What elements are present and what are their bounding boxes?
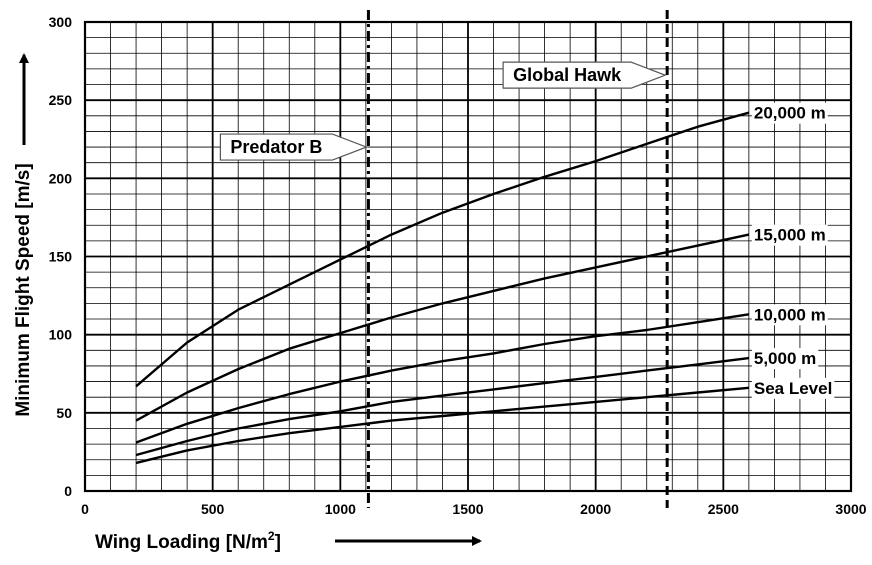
series-label-bg xyxy=(751,348,819,370)
reference-line-label: Predator B xyxy=(230,137,322,157)
series-line xyxy=(135,386,750,465)
series-label-bg xyxy=(751,102,828,124)
x-tick-label: 3000 xyxy=(835,501,866,517)
series-line xyxy=(135,233,750,422)
tick-labels: 0 500 1000 1500 2000 2500 3000 0 50 100 150 200 250 3… xyxy=(49,14,867,517)
series-label-bg xyxy=(751,304,828,326)
series-label: 20,000 m xyxy=(754,104,826,123)
y-tick-label: 200 xyxy=(49,170,73,186)
series-label: 15,000 m xyxy=(754,226,826,245)
y-tick-label: 100 xyxy=(49,327,73,343)
y-tick-label: 250 xyxy=(49,92,73,108)
x-tick-label: 2000 xyxy=(580,501,611,517)
series-line xyxy=(135,111,750,388)
x-tick-label: 1500 xyxy=(452,501,483,517)
series-label-bg xyxy=(751,377,835,399)
y-tick-label: 0 xyxy=(64,483,72,499)
series-label: 10,000 m xyxy=(754,305,826,324)
x-axis-title: Wing Loading [N/m2] xyxy=(95,529,281,553)
series-line xyxy=(135,356,750,457)
annotations: 20,000 m 15,000 m 10,000 m 5,000 m Sea Level… xyxy=(219,61,835,399)
series-lines xyxy=(135,111,750,465)
y-axis-title: Minimum Flight Speed [m/s] xyxy=(13,163,34,416)
y-tick-label: 150 xyxy=(49,249,73,265)
y-tick-label: 50 xyxy=(56,405,72,421)
reference-line-callout xyxy=(502,61,667,89)
reference-lines xyxy=(366,10,669,508)
grid xyxy=(83,20,853,493)
x-tick-label: 1000 xyxy=(325,501,356,517)
x-tick-label: 0 xyxy=(81,501,89,517)
y-tick-label: 300 xyxy=(49,14,73,30)
reference-line-callout xyxy=(219,133,369,161)
x-tick-label: 2500 xyxy=(708,501,739,517)
reference-line-label: Global Hawk xyxy=(513,65,622,85)
plot-frame xyxy=(83,20,853,493)
x-tick-label: 500 xyxy=(201,501,225,517)
series-label-bg xyxy=(751,224,828,246)
series-label: 5,000 m xyxy=(754,349,816,368)
series-label: Sea Level xyxy=(754,379,832,398)
series-line xyxy=(135,313,750,444)
